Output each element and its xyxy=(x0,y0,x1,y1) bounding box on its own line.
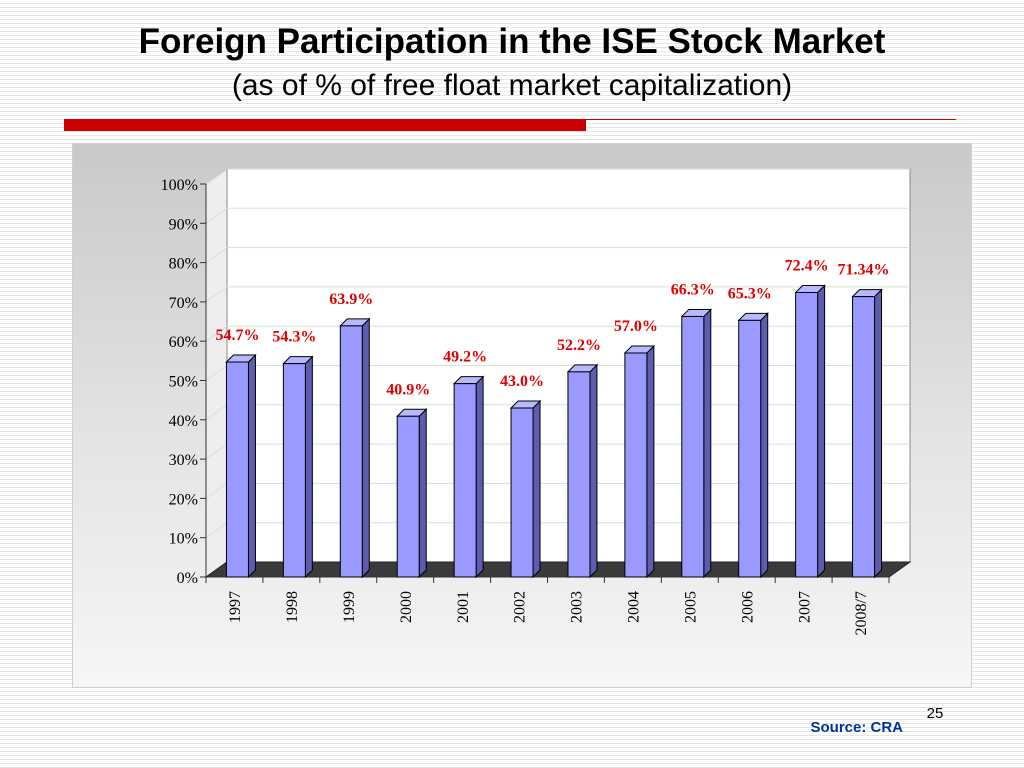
x-tick-label: 2005 xyxy=(682,591,699,623)
data-label: 43.0% xyxy=(500,373,544,390)
bar xyxy=(453,383,477,578)
bar xyxy=(396,415,420,578)
data-label: 66.3% xyxy=(671,281,715,298)
gridline-side xyxy=(205,404,228,421)
data-label: 52.2% xyxy=(557,337,601,354)
bar xyxy=(282,363,306,578)
bar-side xyxy=(532,399,541,579)
chart-panel: 0% 10% 20% 30% 40% 50% 60% 70% 80% 90% 100% 54.7% 19… xyxy=(72,143,972,688)
bar-side xyxy=(760,312,769,579)
bar-side xyxy=(247,353,256,579)
gridline-side xyxy=(205,522,228,539)
bar-chart: 0% 10% 20% 30% 40% 50% 60% 70% 80% 90% 100% 54.7% 19… xyxy=(161,168,912,635)
data-label: 71.34% xyxy=(838,262,890,279)
x-tick-label: 2004 xyxy=(626,591,643,623)
bar-side xyxy=(361,317,370,579)
gridline-side xyxy=(205,168,228,185)
gridline-side xyxy=(205,286,228,303)
y-tick-label: 90% xyxy=(169,216,198,233)
data-label: 63.9% xyxy=(329,291,373,308)
x-tick-label: 1998 xyxy=(284,591,301,623)
bar-side xyxy=(304,355,313,579)
y-tick-label: 100% xyxy=(161,177,198,194)
y-tick-label: 40% xyxy=(169,413,198,430)
y-tick-label: 0% xyxy=(177,570,198,587)
data-label: 72.4% xyxy=(785,257,829,274)
bar xyxy=(738,319,762,578)
bar xyxy=(795,291,819,578)
bar-side xyxy=(589,363,598,579)
data-label: 57.0% xyxy=(614,318,658,335)
gridline-side xyxy=(205,443,228,460)
source-note: Source: CRA xyxy=(810,719,903,736)
x-tick-label: 2001 xyxy=(455,591,472,623)
bar xyxy=(225,361,249,578)
bar xyxy=(624,352,648,578)
data-label: 40.9% xyxy=(386,381,430,398)
gridline-side xyxy=(205,365,228,381)
y-tick-label: 80% xyxy=(169,256,198,273)
title-accent-line xyxy=(586,119,956,120)
x-tick-label: 2007 xyxy=(796,591,813,623)
bar xyxy=(852,296,876,578)
bar xyxy=(681,315,705,578)
x-tick-label: 2003 xyxy=(569,591,586,623)
x-tick-label: 2002 xyxy=(512,591,529,623)
y-tick-label: 70% xyxy=(169,295,198,312)
x-tick-label: 1997 xyxy=(227,591,244,623)
data-label: 49.2% xyxy=(443,349,487,366)
slide-title: Foreign Participation in the ISE Stock M… xyxy=(138,22,886,61)
x-tick-label: 2000 xyxy=(398,591,415,623)
bar-side xyxy=(703,308,712,579)
y-tick-label: 60% xyxy=(169,334,198,351)
x-tick-label: 1999 xyxy=(341,591,358,623)
gridline-side xyxy=(205,325,228,342)
slide-subtitle: (as of % of free float market capitaliza… xyxy=(231,69,793,102)
y-tick-label: 20% xyxy=(169,491,198,508)
bar-side xyxy=(475,375,484,579)
data-label: 65.3% xyxy=(728,285,772,302)
data-label: 54.3% xyxy=(272,329,316,346)
data-label: 54.7% xyxy=(215,327,259,344)
bar-side xyxy=(418,408,427,579)
title-accent-bar xyxy=(64,119,586,131)
gridline-side xyxy=(205,247,228,264)
bar xyxy=(510,407,534,578)
bar-side xyxy=(646,344,655,579)
bar-side xyxy=(874,288,883,579)
gridline-side xyxy=(205,207,228,224)
bar xyxy=(339,325,363,578)
y-tick-label: 30% xyxy=(169,452,198,469)
y-tick-label: 50% xyxy=(169,374,198,391)
gridline-side xyxy=(205,482,228,499)
bar xyxy=(567,371,591,578)
x-tick-label: 2006 xyxy=(739,591,756,623)
y-tick-label: 10% xyxy=(169,531,198,548)
x-tick-label: 2008/7 xyxy=(853,591,870,635)
page-number: 25 xyxy=(926,705,944,722)
bar-side xyxy=(817,284,826,579)
